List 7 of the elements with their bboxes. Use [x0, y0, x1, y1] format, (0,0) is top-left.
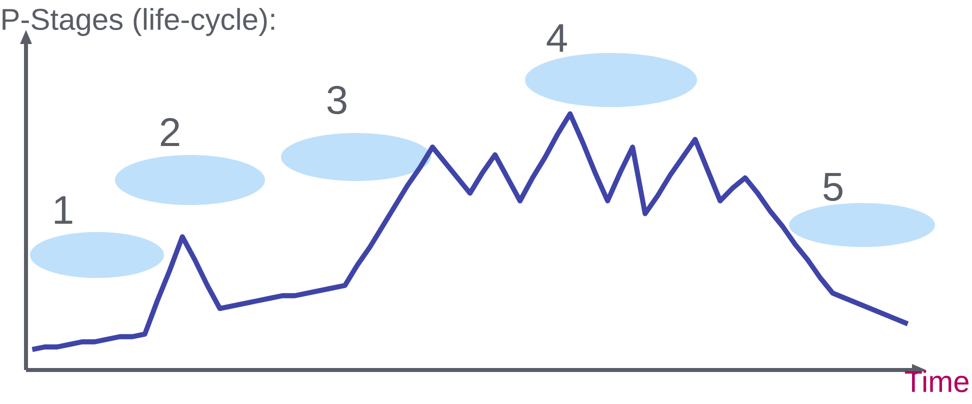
annotation: 3 — [327, 86, 346, 114]
annotation: 5 — [823, 173, 842, 201]
annotation: 1 — [54, 196, 72, 224]
x-axis-title: Time — [904, 370, 968, 392]
annotation: 2 — [160, 118, 180, 146]
text: 4 — [546, 24, 567, 52]
chart-title: P-Stages (life-cycle): — [2, 8, 274, 36]
